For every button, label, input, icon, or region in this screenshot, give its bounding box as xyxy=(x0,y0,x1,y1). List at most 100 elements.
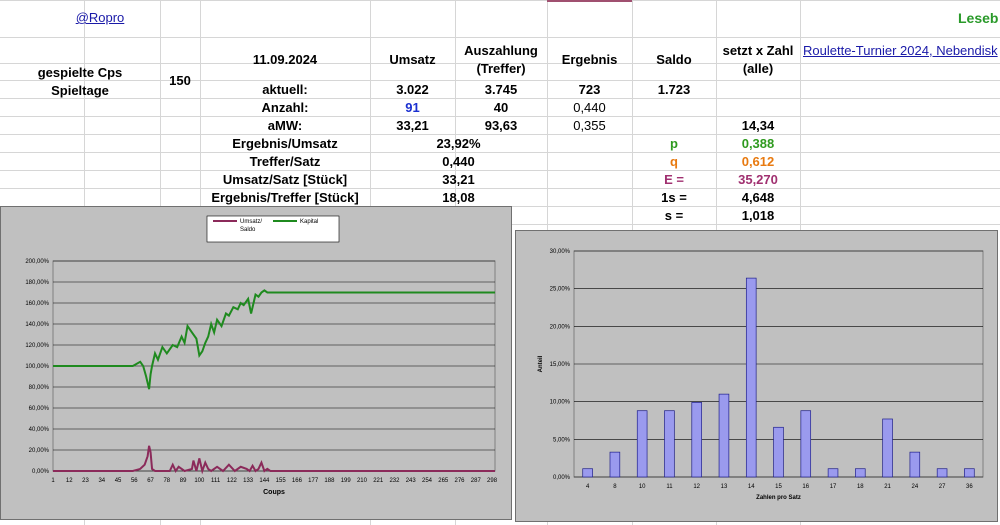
legend-label: Kapital xyxy=(300,219,318,225)
series-line-umsatz-saldo xyxy=(53,445,495,475)
param-value: 4,648 xyxy=(741,190,775,205)
param-label: p xyxy=(670,136,678,151)
stat-value: 33,21 xyxy=(442,172,475,187)
y-tick-label: 120,00% xyxy=(25,343,49,349)
x-tick-label: 78 xyxy=(163,478,170,484)
amw-setzt: 14,34 xyxy=(741,118,775,133)
tournament-link[interactable]: Roulette-Turnier 2024, Nebendisk xyxy=(803,43,998,58)
x-tick-label: 265 xyxy=(438,478,449,484)
header-umsatz: Umsatz xyxy=(389,52,436,67)
stat-value: 0,440 xyxy=(442,154,475,169)
x-tick-label: 12 xyxy=(66,478,73,484)
x-axis-label: Zahlen pro Satz xyxy=(756,495,801,501)
x-tick-label: 188 xyxy=(324,478,335,484)
x-tick-label: 111 xyxy=(211,478,221,484)
zahlen-chart: 0,00% 5,00% 10,00% 15,00% 20,00% 25,00% 30,00%… xyxy=(515,230,998,522)
y-axis-label: Anteil xyxy=(538,355,544,372)
bar-15 xyxy=(773,426,784,478)
x-tick-label: 177 xyxy=(308,478,319,484)
label-cps: gespielte Cps xyxy=(37,65,123,80)
y-tick-label: 30,00% xyxy=(550,249,571,255)
bar-13 xyxy=(718,393,730,478)
param-label: s = xyxy=(664,208,684,223)
legend-box xyxy=(206,215,340,243)
aktuell-saldo: 1.723 xyxy=(657,82,691,97)
y-tick-label: 0,00% xyxy=(32,469,50,475)
x-tick-label: 133 xyxy=(243,478,254,484)
y-tick-label: 0,00% xyxy=(553,475,571,481)
value-cps: 150 xyxy=(169,73,191,88)
param-value: 0,612 xyxy=(741,154,775,169)
bar-27 xyxy=(936,468,948,478)
header-ergebnis: Ergebnis xyxy=(561,52,618,67)
legend-label: Umsatz/ xyxy=(240,219,262,225)
header-alle: (alle) xyxy=(742,61,774,76)
date-label: 11.09.2024 xyxy=(252,52,318,67)
header-setzt: setzt x Zahl xyxy=(722,43,794,58)
y-tick-label: 100,00% xyxy=(25,364,49,370)
y-tick-label: 160,00% xyxy=(25,301,49,307)
header-auszahlung: Auszahlung xyxy=(464,43,538,58)
x-tick-label: 17 xyxy=(830,484,837,490)
x-tick-label: 232 xyxy=(389,478,400,484)
x-tick-label: 8 xyxy=(613,484,617,490)
stat-value: 18,08 xyxy=(442,190,475,205)
anzahl-auszahlung: 40 xyxy=(493,100,509,115)
bar-11 xyxy=(664,410,675,478)
x-tick-label: 24 xyxy=(911,484,918,490)
series-line-kapital xyxy=(53,289,495,390)
stat-label: Treffer/Satz xyxy=(249,154,321,169)
bar-24 xyxy=(909,451,921,478)
x-tick-label: 199 xyxy=(341,478,352,484)
x-tick-label: 155 xyxy=(276,478,287,484)
y-tick-label: 15,00% xyxy=(550,362,571,368)
x-tick-label: 67 xyxy=(147,478,154,484)
anzahl-umsatz: 91 xyxy=(405,100,420,115)
x-tick-label: 10 xyxy=(639,484,646,490)
x-tick-label: 16 xyxy=(802,484,809,490)
row-aktuell-label: aktuell: xyxy=(262,82,308,97)
y-tick-label: 10,00% xyxy=(550,400,571,406)
x-tick-label: 243 xyxy=(406,478,417,484)
amw-ergebnis: 0,355 xyxy=(573,118,606,133)
bar-21 xyxy=(882,418,893,478)
bar-14 xyxy=(745,277,757,478)
stat-label: Umsatz/Satz [Stück] xyxy=(222,172,348,187)
header-saldo: Saldo xyxy=(656,52,692,67)
x-tick-label: 254 xyxy=(422,478,433,484)
x-tick-label: 34 xyxy=(98,478,105,484)
y-tick-label: 180,00% xyxy=(25,280,49,286)
y-tick-label: 5,00% xyxy=(553,437,571,443)
bar-12 xyxy=(691,402,702,478)
x-tick-label: 276 xyxy=(455,478,466,484)
amw-umsatz: 33,21 xyxy=(396,118,429,133)
bar-16 xyxy=(800,410,812,478)
bar-17 xyxy=(827,468,839,478)
y-tick-label: 25,00% xyxy=(550,287,571,293)
y-tick-label: 60,00% xyxy=(29,406,50,412)
y-tick-label: 20,00% xyxy=(29,448,50,454)
ropro-link[interactable]: @Ropro xyxy=(75,10,125,25)
kapital-chart-svg: 0,00% 20,00% 40,00% 60,00% 80,00% 100,00% 120,… xyxy=(25,215,498,496)
x-tick-label: 13 xyxy=(721,484,728,490)
x-tick-label: 166 xyxy=(292,478,303,484)
row-amw-label: aMW: xyxy=(267,118,303,133)
kapital-chart: 0,00% 20,00% 40,00% 60,00% 80,00% 100,00% 120,… xyxy=(0,206,512,520)
y-tick-label: 20,00% xyxy=(550,324,571,330)
param-value: 0,388 xyxy=(741,136,775,151)
bar-18 xyxy=(855,468,866,478)
bar-4 xyxy=(582,468,593,478)
zahlen-chart-svg: 0,00% 5,00% 10,00% 15,00% 20,00% 25,00% 30,00%… xyxy=(538,249,984,501)
x-tick-label: 1 xyxy=(51,478,55,484)
bar-8 xyxy=(609,451,621,478)
x-tick-label: 14 xyxy=(748,484,755,490)
param-label: q xyxy=(670,154,678,169)
x-tick-label: 298 xyxy=(487,478,498,484)
x-axis-label: Coups xyxy=(263,489,285,496)
stat-value: 23,92% xyxy=(436,136,481,151)
param-label: E = xyxy=(664,172,684,187)
anzahl-ergebnis: 0,440 xyxy=(573,100,606,115)
stat-label: Ergebnis/Umsatz xyxy=(232,136,338,151)
y-tick-label: 40,00% xyxy=(29,427,50,433)
param-value: 35,270 xyxy=(738,172,778,187)
